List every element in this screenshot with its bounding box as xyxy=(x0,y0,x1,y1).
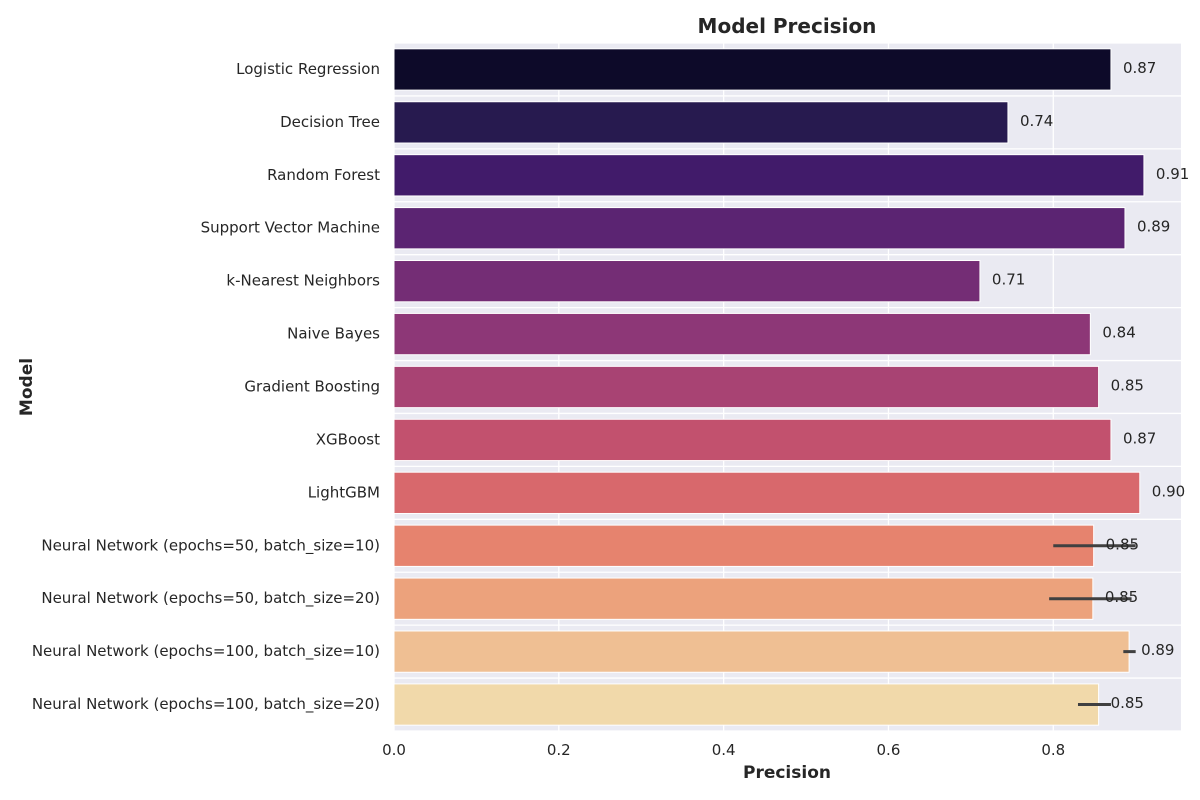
y-tick-label: k-Nearest Neighbors xyxy=(226,272,380,290)
y-tick-label: Support Vector Machine xyxy=(201,219,380,237)
y-tick-label: XGBoost xyxy=(316,430,380,448)
data-label: 0.89 xyxy=(1141,641,1174,659)
x-axis-title: Precision xyxy=(743,763,831,783)
bar xyxy=(393,524,1095,567)
bar xyxy=(393,683,1100,726)
bar xyxy=(393,207,1126,250)
data-label: 0.74 xyxy=(1020,112,1053,130)
y-tick-label: Neural Network (epochs=100, batch_size=2… xyxy=(32,695,380,714)
y-tick-label: Neural Network (epochs=50, batch_size=10… xyxy=(41,536,380,555)
bar xyxy=(393,418,1112,462)
bar xyxy=(393,154,1145,197)
data-label: 0.85 xyxy=(1105,588,1138,606)
x-tick-label: 0.6 xyxy=(877,741,901,759)
y-tick-labels: Logistic Regression Decision Tree Random F… xyxy=(32,60,380,714)
data-label: 0.84 xyxy=(1102,324,1135,342)
data-label: 0.71 xyxy=(992,271,1025,289)
data-label: 0.87 xyxy=(1123,429,1156,447)
y-tick-label: Logistic Regression xyxy=(236,60,380,78)
y-tick-label: Decision Tree xyxy=(280,113,380,131)
data-label: 0.85 xyxy=(1111,377,1144,395)
x-tick-label: 0.4 xyxy=(712,741,736,759)
x-tick-label: 0.8 xyxy=(1041,741,1065,759)
bars xyxy=(393,48,1145,726)
bar xyxy=(393,312,1091,356)
bar xyxy=(393,48,1112,91)
y-tick-label: Gradient Boosting xyxy=(244,378,380,396)
bar xyxy=(393,471,1141,514)
x-tick-label: 0.2 xyxy=(547,741,571,759)
bar xyxy=(393,630,1130,673)
value-labels: 0.87 0.74 0.91 0.89 0.71 0.84 0.85 0.87 0.90 0.85… xyxy=(992,59,1189,712)
y-axis-title: Model xyxy=(17,358,37,416)
x-tick-labels: 0.0 0.2 0.4 0.6 0.8 xyxy=(382,741,1065,759)
data-label: 0.89 xyxy=(1137,218,1170,236)
y-tick-label: Neural Network (epochs=100, batch_size=1… xyxy=(32,642,380,661)
data-label: 0.87 xyxy=(1123,59,1156,77)
bar xyxy=(393,101,1009,144)
bar xyxy=(393,260,981,303)
error-bars xyxy=(1049,544,1136,707)
chart-title: Model Precision xyxy=(698,14,877,38)
data-label: 0.85 xyxy=(1111,694,1144,712)
data-label: 0.85 xyxy=(1106,535,1139,553)
y-tick-label: Naive Bayes xyxy=(287,325,380,343)
y-tick-label: Neural Network (epochs=50, batch_size=20… xyxy=(41,589,380,608)
y-tick-label: Random Forest xyxy=(267,166,380,184)
y-tick-label: LightGBM xyxy=(308,483,380,501)
x-tick-label: 0.0 xyxy=(382,741,406,759)
bar xyxy=(393,577,1094,620)
data-label: 0.91 xyxy=(1156,165,1189,183)
bar xyxy=(393,365,1100,409)
data-label: 0.90 xyxy=(1152,482,1185,500)
